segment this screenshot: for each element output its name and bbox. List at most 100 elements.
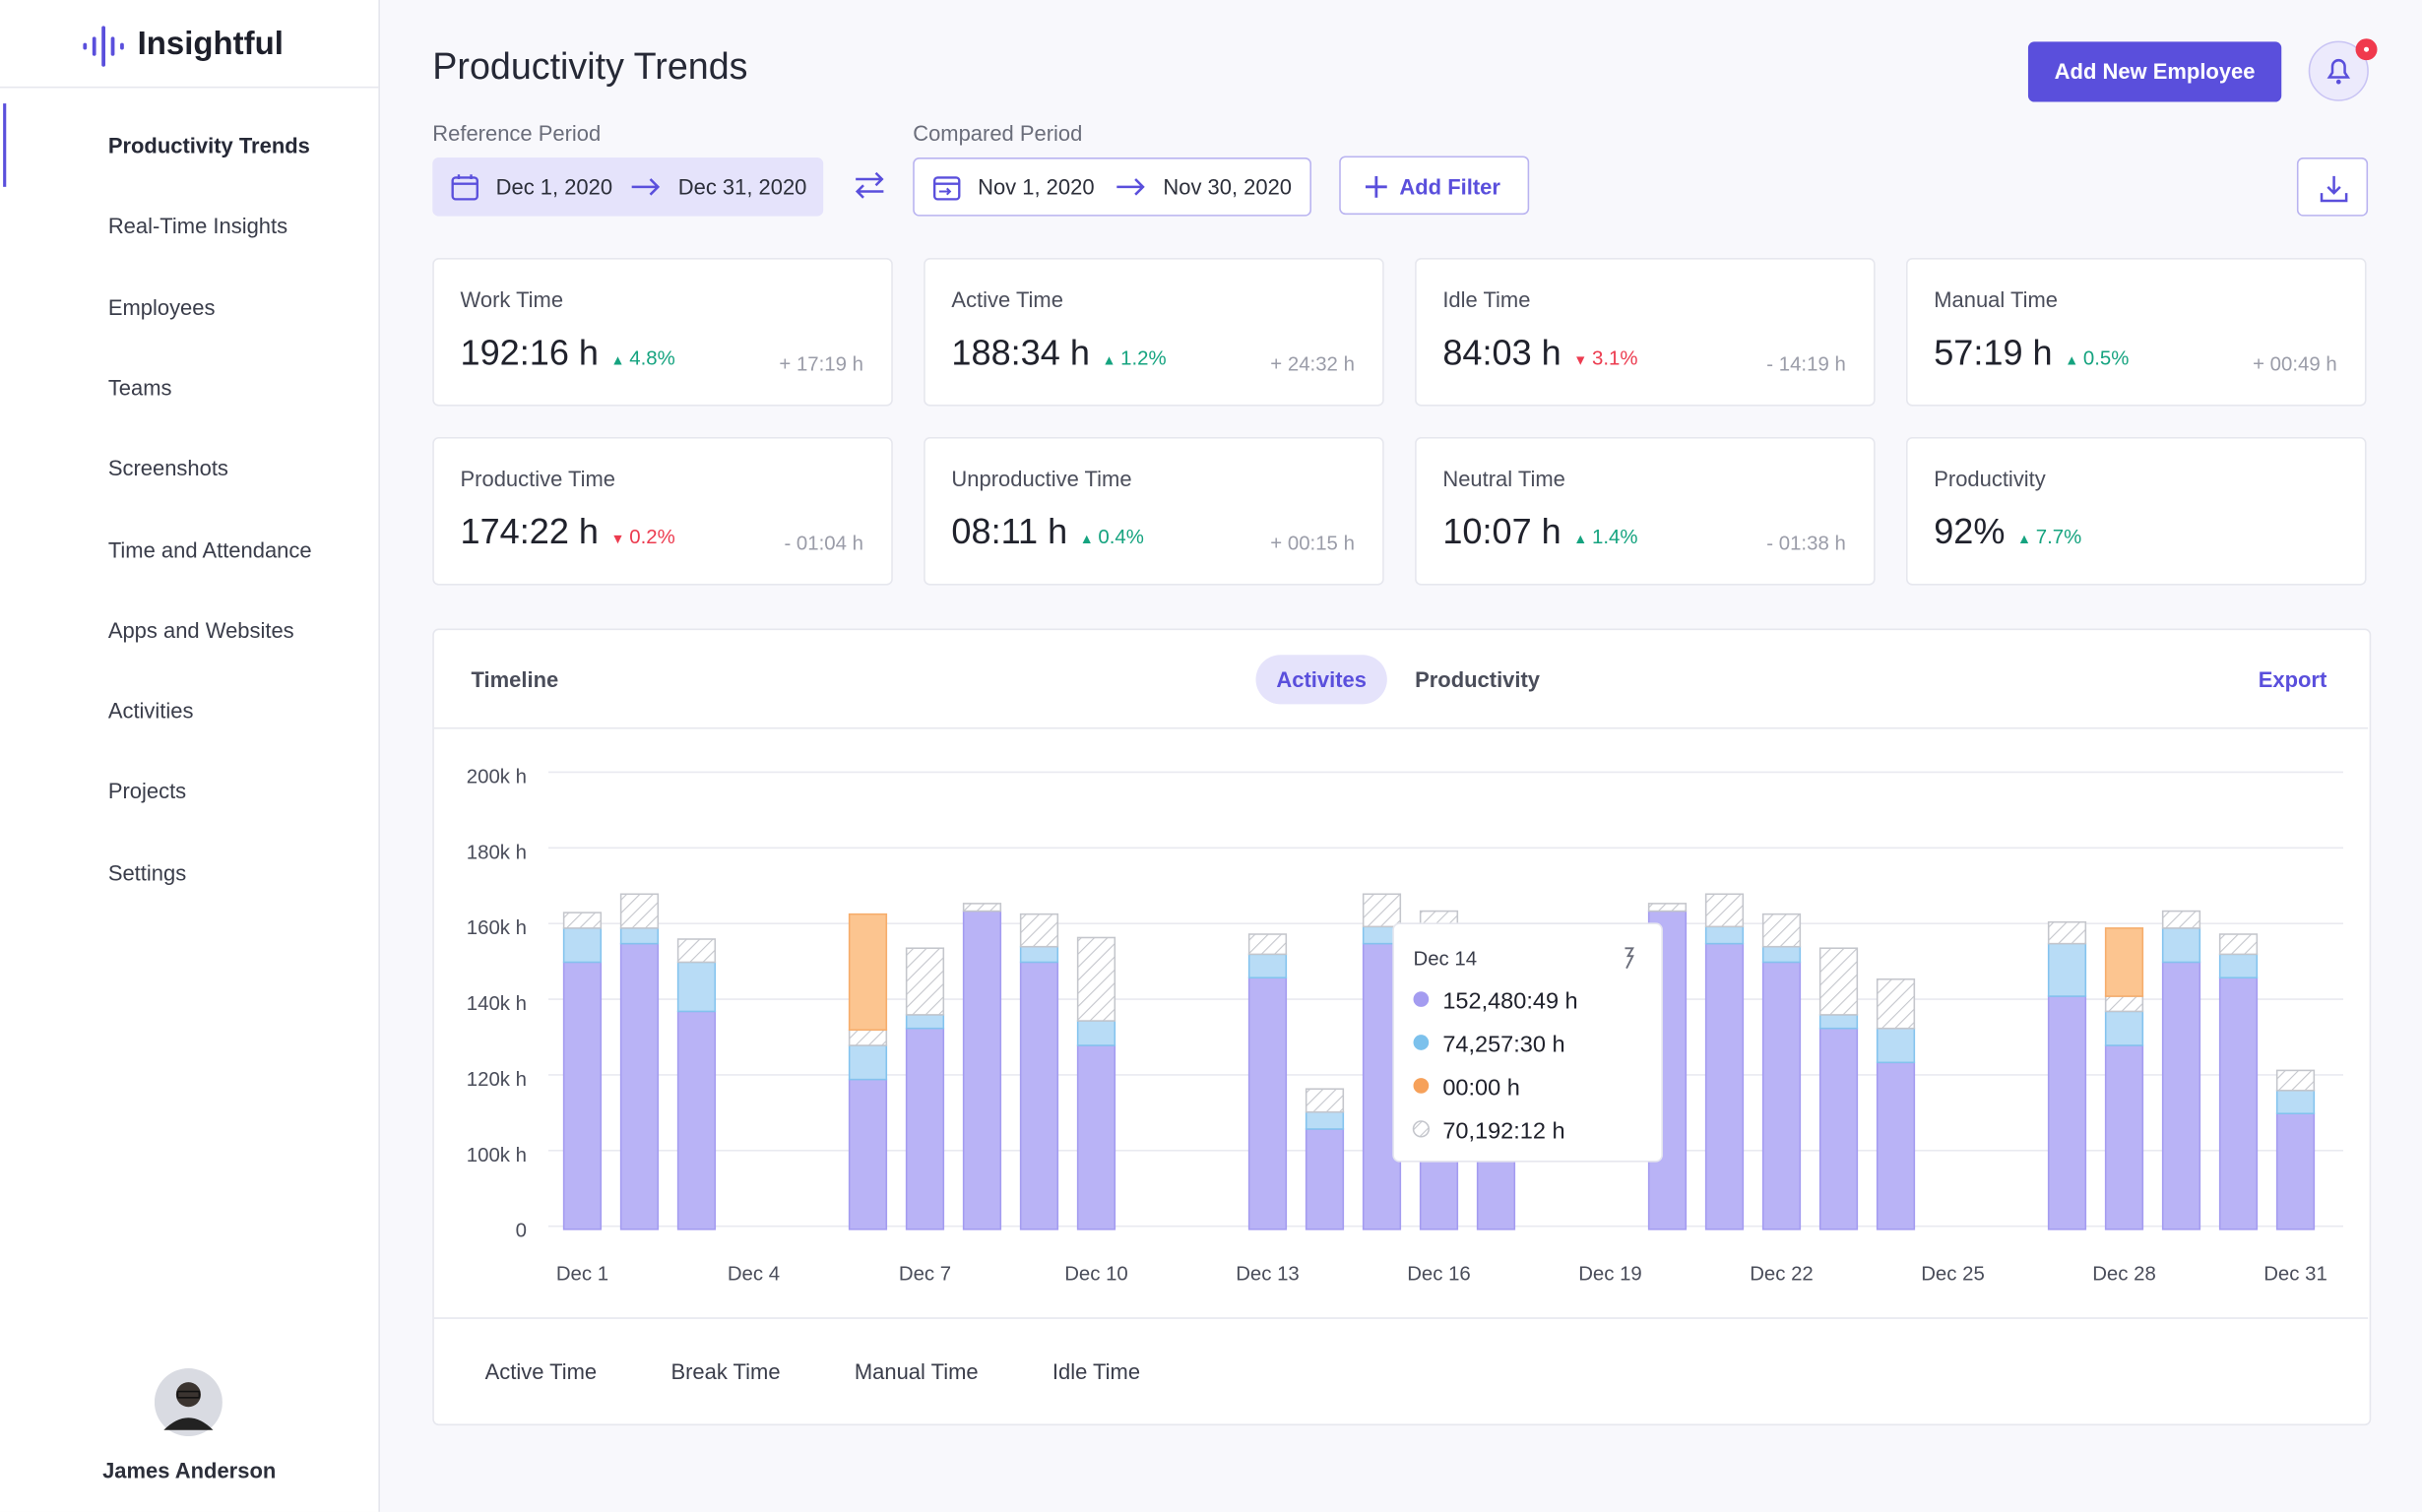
- tab-active[interactable]: Activites: [1255, 655, 1387, 705]
- reference-end: Dec 31, 2020: [677, 174, 807, 200]
- nav-item[interactable]: Projects: [107, 779, 187, 804]
- legend-item: Active Time: [472, 1355, 614, 1386]
- value: 08:11 h: [951, 511, 1068, 552]
- bar-segment: [619, 927, 660, 945]
- x-tick-label: Dec 4: [728, 1264, 780, 1286]
- tooltip-value: 70,192:12 h: [1442, 1117, 1564, 1143]
- legend-item: Manual Time: [841, 1355, 995, 1386]
- bar-segment: [2047, 995, 2087, 1230]
- bar-segment: [1247, 953, 1288, 979]
- metric-card: Neutral Time 10:07 h ▲ 1.4% - 01:38 h: [1415, 436, 1876, 586]
- nav-item[interactable]: Settings: [107, 859, 187, 885]
- divider: [0, 86, 379, 89]
- add-filter-button[interactable]: Add Filter: [1339, 156, 1530, 216]
- bar-segment: [1305, 1110, 1345, 1130]
- change: ▼ 0.2%: [611, 525, 675, 548]
- value: 188:34 h: [951, 332, 1090, 373]
- value: 174:22 h: [460, 511, 599, 552]
- bar-segment: [848, 1078, 888, 1230]
- bar-segment: [962, 903, 1002, 913]
- value: 192:16 h: [460, 332, 599, 373]
- bar-segment: [1076, 1020, 1116, 1046]
- x-tick-label: Dec 22: [1750, 1264, 1814, 1286]
- reference-label: Reference Period: [432, 120, 602, 146]
- x-tick-label: Dec 31: [2263, 1264, 2327, 1286]
- nav-item[interactable]: Productivity Trends: [107, 132, 310, 158]
- nav-item[interactable]: Time and Attendance: [107, 536, 312, 562]
- metric-card: Unproductive Time 08:11 h ▲ 0.4% + 00:15 h: [924, 436, 1384, 586]
- notifications[interactable]: [2306, 37, 2383, 105]
- bar-segment: [1647, 903, 1688, 913]
- card-delta: + 00:49 h: [2253, 351, 2337, 376]
- nav-item[interactable]: Apps and Websites: [107, 617, 294, 643]
- bar-segment: [1704, 942, 1745, 1230]
- bar-segment: [1305, 1088, 1345, 1113]
- nav-item[interactable]: Teams: [107, 375, 172, 401]
- reference-range[interactable]: Dec 1, 2020 Dec 31, 2020: [432, 158, 824, 217]
- tab[interactable]: Productivity: [1415, 666, 1541, 692]
- bar-segment: [1818, 1027, 1859, 1230]
- change: ▼ 3.1%: [1573, 346, 1637, 369]
- user-name: James Anderson: [102, 1458, 277, 1483]
- bar-segment: [1876, 1061, 1916, 1230]
- active-indicator: [3, 103, 7, 187]
- bar-segment: [2275, 1112, 2316, 1230]
- download-button[interactable]: [2296, 158, 2369, 217]
- card-delta: - 14:19 h: [1766, 351, 1846, 376]
- x-tick-label: Dec 19: [1578, 1264, 1642, 1286]
- logo-icon: [83, 26, 124, 67]
- card-delta: + 17:19 h: [779, 351, 864, 376]
- card-delta: + 24:32 h: [1270, 351, 1355, 376]
- card-value: 188:34 h ▲ 1.2%: [951, 332, 1166, 373]
- metric-card: Work Time 192:16 h ▲ 4.8% + 17:19 h: [432, 258, 893, 407]
- card-title: Idle Time: [1442, 286, 1531, 312]
- card-title: Work Time: [460, 286, 564, 312]
- metric-card: Idle Time 84:03 h ▼ 3.1% - 14:19 h: [1415, 258, 1876, 407]
- bar-segment: [2275, 1089, 2316, 1114]
- bar-segment: [1761, 961, 1802, 1230]
- nav-item[interactable]: Real-Time Insights: [107, 213, 288, 239]
- metric-card: Productive Time 174:22 h ▼ 0.2% - 01:04 h: [432, 436, 893, 586]
- bar-segment: [1247, 976, 1288, 1230]
- export-link[interactable]: Export: [2258, 666, 2327, 692]
- x-tick-label: Dec 1: [556, 1264, 608, 1286]
- trend-arrow: ▲: [1102, 351, 1116, 368]
- page-title: Productivity Trends: [432, 46, 748, 89]
- change: ▲ 1.2%: [1102, 346, 1166, 369]
- bar-segment: [2104, 1010, 2144, 1046]
- bar-segment: [905, 947, 945, 1016]
- plus-icon: [1365, 175, 1387, 198]
- change-value: 0.2%: [629, 525, 675, 548]
- card-title: Unproductive Time: [951, 466, 1132, 491]
- nav-item[interactable]: Activities: [107, 698, 194, 724]
- bar-segment: [676, 1010, 717, 1230]
- tooltip-dot: [1413, 1078, 1430, 1094]
- trend-arrow: ▲: [1079, 531, 1094, 547]
- x-tick-label: Dec 10: [1064, 1264, 1128, 1286]
- card-value: 174:22 h ▼ 0.2%: [461, 511, 675, 552]
- bar-segment: [1305, 1128, 1345, 1230]
- swap-icon[interactable]: [853, 170, 887, 201]
- timeline-title: Timeline: [471, 666, 559, 692]
- card-value: 08:11 h ▲ 0.4%: [951, 511, 1143, 552]
- bar-segment: [1761, 913, 1802, 948]
- bar-segment: [2161, 910, 2201, 929]
- arrow: [631, 178, 661, 196]
- compared-start: Nov 1, 2020: [978, 174, 1095, 200]
- nav-item[interactable]: Employees: [107, 294, 216, 320]
- trend-arrow: ▼: [1573, 351, 1588, 368]
- avatar: [154, 1368, 223, 1437]
- y-tick-label: 100k h: [467, 1145, 527, 1166]
- compared-range[interactable]: Nov 1, 2020 Nov 30, 2020: [913, 158, 1311, 217]
- tooltip-dot: [1413, 1035, 1430, 1050]
- bar-segment: [1761, 945, 1802, 964]
- bar-segment: [1704, 893, 1745, 928]
- bar-segment: [2104, 927, 2144, 997]
- card-delta: - 01:04 h: [784, 531, 864, 555]
- bar-segment: [676, 938, 717, 964]
- nav-item[interactable]: Screenshots: [107, 456, 228, 481]
- y-tick-label: 160k h: [467, 917, 527, 939]
- card-value: 84:03 h ▼ 3.1%: [1442, 332, 1637, 373]
- change-value: 7.7%: [2035, 525, 2082, 548]
- add-employee-button[interactable]: Add New Employee: [2027, 41, 2282, 102]
